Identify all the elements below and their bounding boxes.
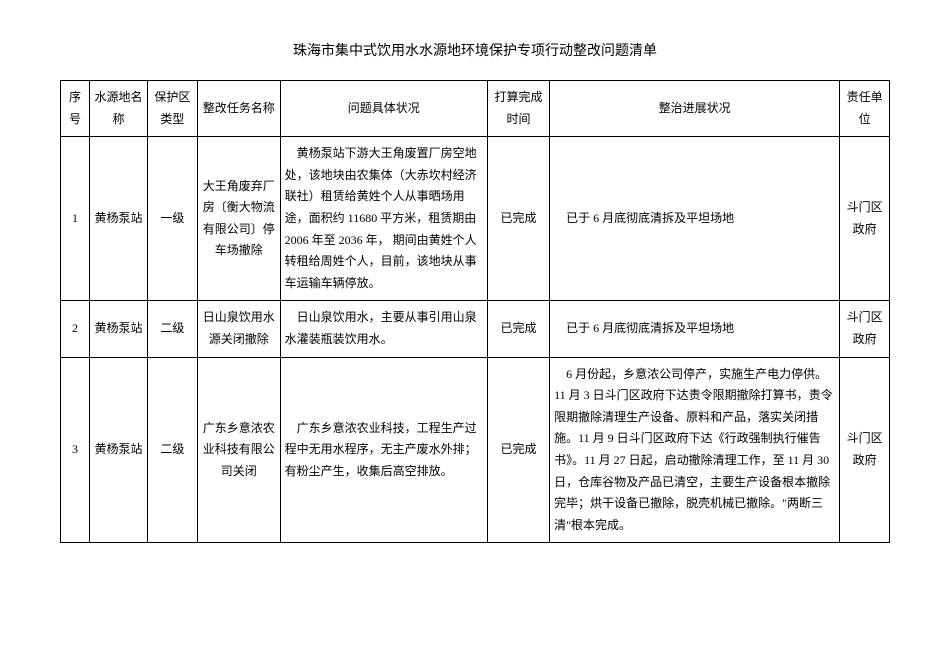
cell-task-name: 日山泉饮用水源关闭撤除 [197,301,280,357]
cell-responsible: 斗门区政府 [840,301,890,357]
cell-progress: 已于 6 月底彻底清拆及平坦场地 [550,301,840,357]
cell-progress: 已于 6 月底彻底清拆及平坦场地 [550,137,840,301]
cell-complete-time: 已完成 [487,301,549,357]
header-complete-time: 打算完成时间 [487,81,549,137]
cell-complete-time: 已完成 [487,137,549,301]
cell-seq: 3 [61,357,90,543]
cell-detail: 黄杨泵站下游大王角废置厂房空地处，该地块由农集体（大赤坎村经济联社）租赁给黄姓个… [280,137,487,301]
header-zone-type: 保护区类型 [148,81,198,137]
cell-responsible: 斗门区政府 [840,357,890,543]
cell-zone-type: 二级 [148,301,198,357]
cell-zone-type: 二级 [148,357,198,543]
cell-detail: 日山泉饮用水，主要从事引用山泉水灌装瓶装饮用水。 [280,301,487,357]
page-title: 珠海市集中式饮用水水源地环境保护专项行动整改问题清单 [60,40,890,60]
cell-detail: 广东乡意浓农业科技，工程生产过程中无用水程序，无主产废水外排；有粉尘产生，收集后… [280,357,487,543]
header-responsible: 责任单位 [840,81,890,137]
cell-task-name: 大王角废弃厂房〔衡大物流有限公司〕停车场撤除 [197,137,280,301]
cell-responsible: 斗门区政府 [840,137,890,301]
header-seq: 序号 [61,81,90,137]
cell-source-name: 黄杨泵站 [90,137,148,301]
header-progress: 整治进展状况 [550,81,840,137]
cell-complete-time: 已完成 [487,357,549,543]
cell-zone-type: 一级 [148,137,198,301]
cell-task-name: 广东乡意浓农业科技有限公司关闭 [197,357,280,543]
rectification-table: 序号 水源地名称 保护区类型 整改任务名称 问题具体状况 打算完成时间 整治进展… [60,80,890,543]
header-task-name: 整改任务名称 [197,81,280,137]
table-row: 3 黄杨泵站 二级 广东乡意浓农业科技有限公司关闭 广东乡意浓农业科技，工程生产… [61,357,890,543]
cell-source-name: 黄杨泵站 [90,357,148,543]
header-detail: 问题具体状况 [280,81,487,137]
header-source-name: 水源地名称 [90,81,148,137]
table-header-row: 序号 水源地名称 保护区类型 整改任务名称 问题具体状况 打算完成时间 整治进展… [61,81,890,137]
cell-progress: 6 月份起，乡意浓公司停产，实施生产电力停供。11 月 3 日斗门区政府下达责令… [550,357,840,543]
table-row: 2 黄杨泵站 二级 日山泉饮用水源关闭撤除 日山泉饮用水，主要从事引用山泉水灌装… [61,301,890,357]
cell-seq: 1 [61,137,90,301]
cell-seq: 2 [61,301,90,357]
table-row: 1 黄杨泵站 一级 大王角废弃厂房〔衡大物流有限公司〕停车场撤除 黄杨泵站下游大… [61,137,890,301]
cell-source-name: 黄杨泵站 [90,301,148,357]
